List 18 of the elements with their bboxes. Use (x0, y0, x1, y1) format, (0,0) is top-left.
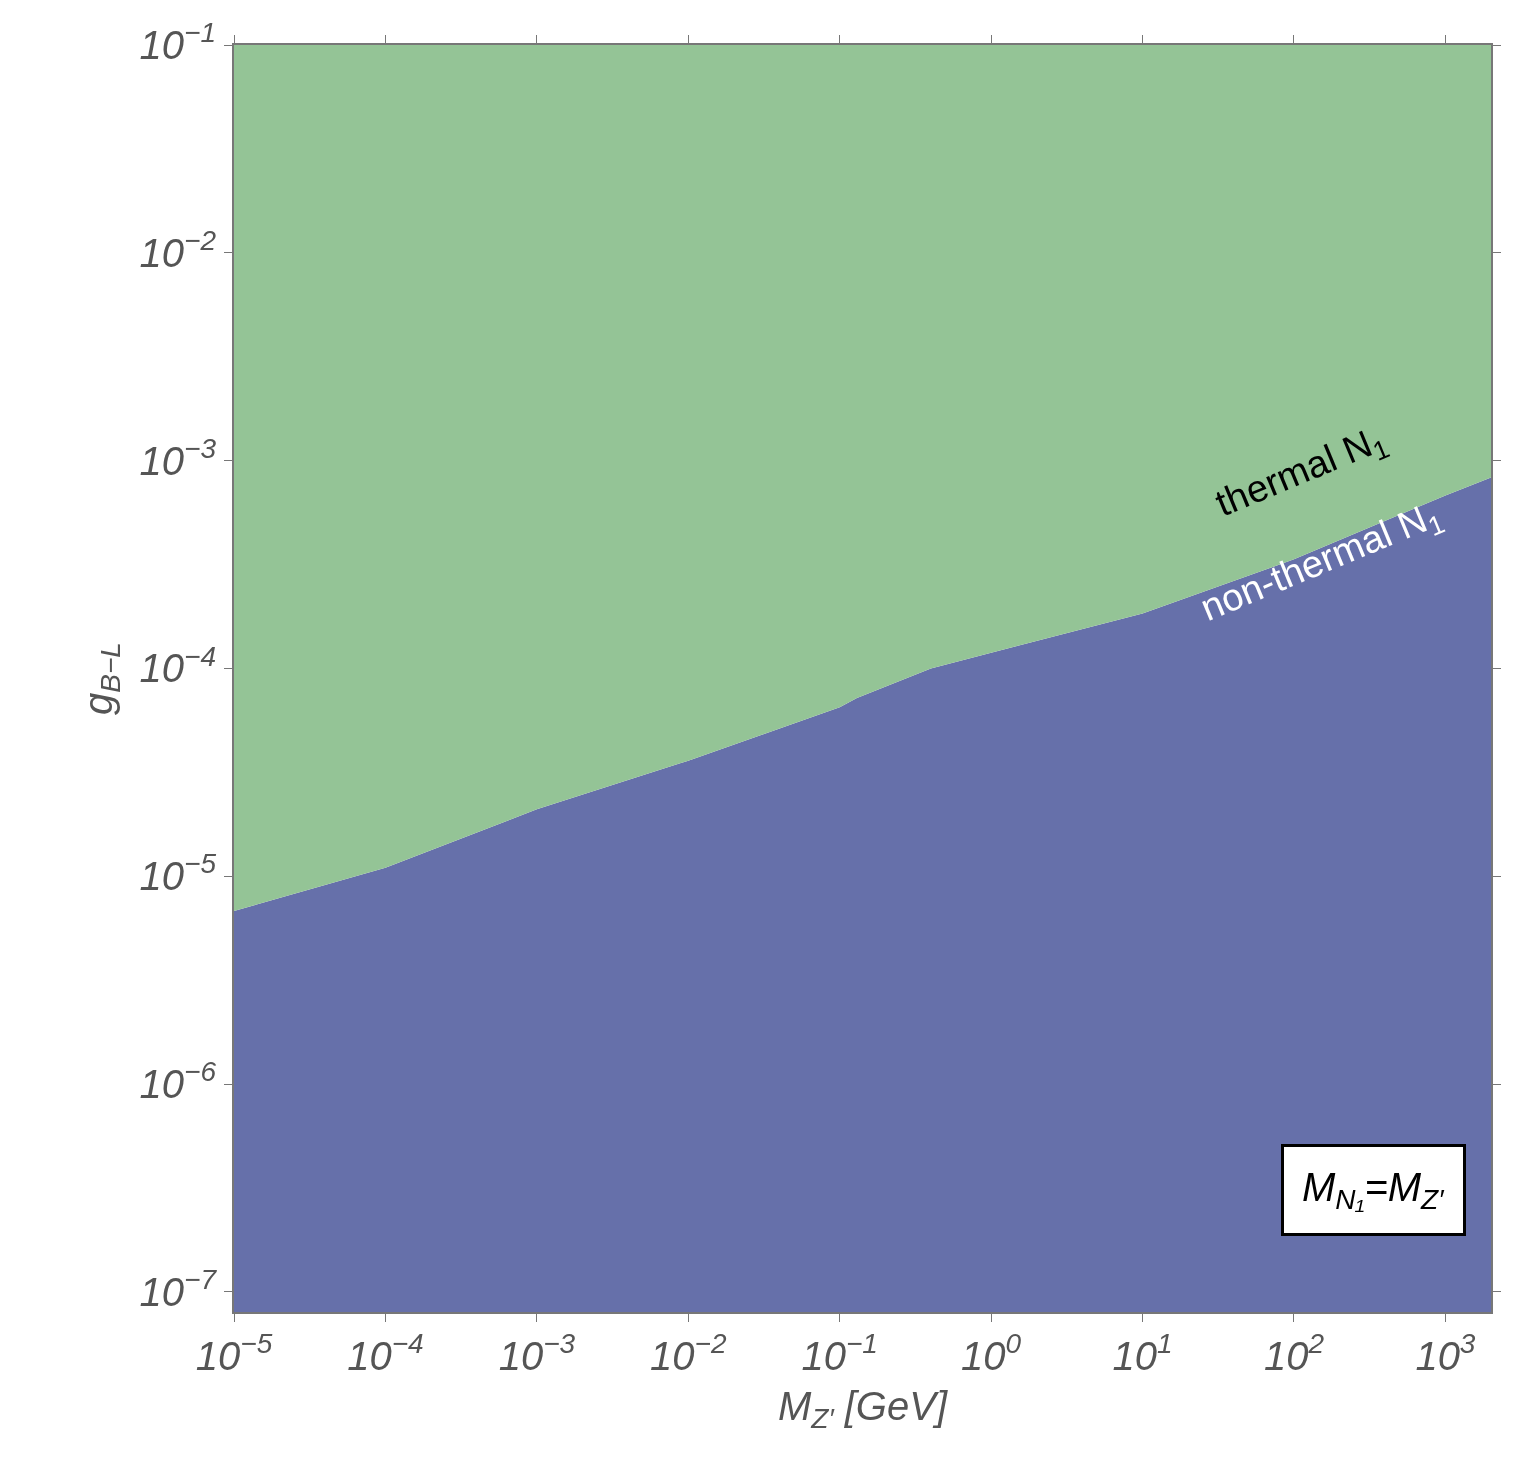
y-tick-label: 10$^{−2}$ (139, 225, 217, 275)
x-tick-label: 10$^{3}$ (1415, 1328, 1476, 1378)
x-tick-label: 10$^{−2}$ (650, 1328, 727, 1378)
annotation: M$_{N₁}$=M$_{Z′}$ (1302, 1165, 1446, 1216)
y-tick-label: 10$^{−7}$ (139, 1264, 218, 1314)
y-tick-label: 10$^{−4}$ (139, 640, 216, 691)
x-tick-label: 10$^{1}$ (1112, 1328, 1173, 1378)
x-tick-label: 10$^{−1}$ (801, 1328, 878, 1378)
x-tick-label: 10$^{−4}$ (347, 1328, 424, 1378)
x-tick-label: 10$^{0}$ (961, 1328, 1022, 1378)
x-tick-label: 10$^{2}$ (1263, 1328, 1325, 1378)
y-tick-label: 10$^{−6}$ (139, 1056, 217, 1107)
y-tick-label: 10$^{−5}$ (139, 848, 217, 899)
x-tick-label: 10$^{−5}$ (195, 1328, 273, 1378)
x-axis-title: M$_{Z′}$ [GeV] (777, 1384, 948, 1435)
y-tick-label: 10$^{−3}$ (139, 432, 217, 483)
y-tick-label: 10$^{−1}$ (139, 17, 216, 67)
x-tick-label: 10$^{−3}$ (498, 1328, 576, 1378)
